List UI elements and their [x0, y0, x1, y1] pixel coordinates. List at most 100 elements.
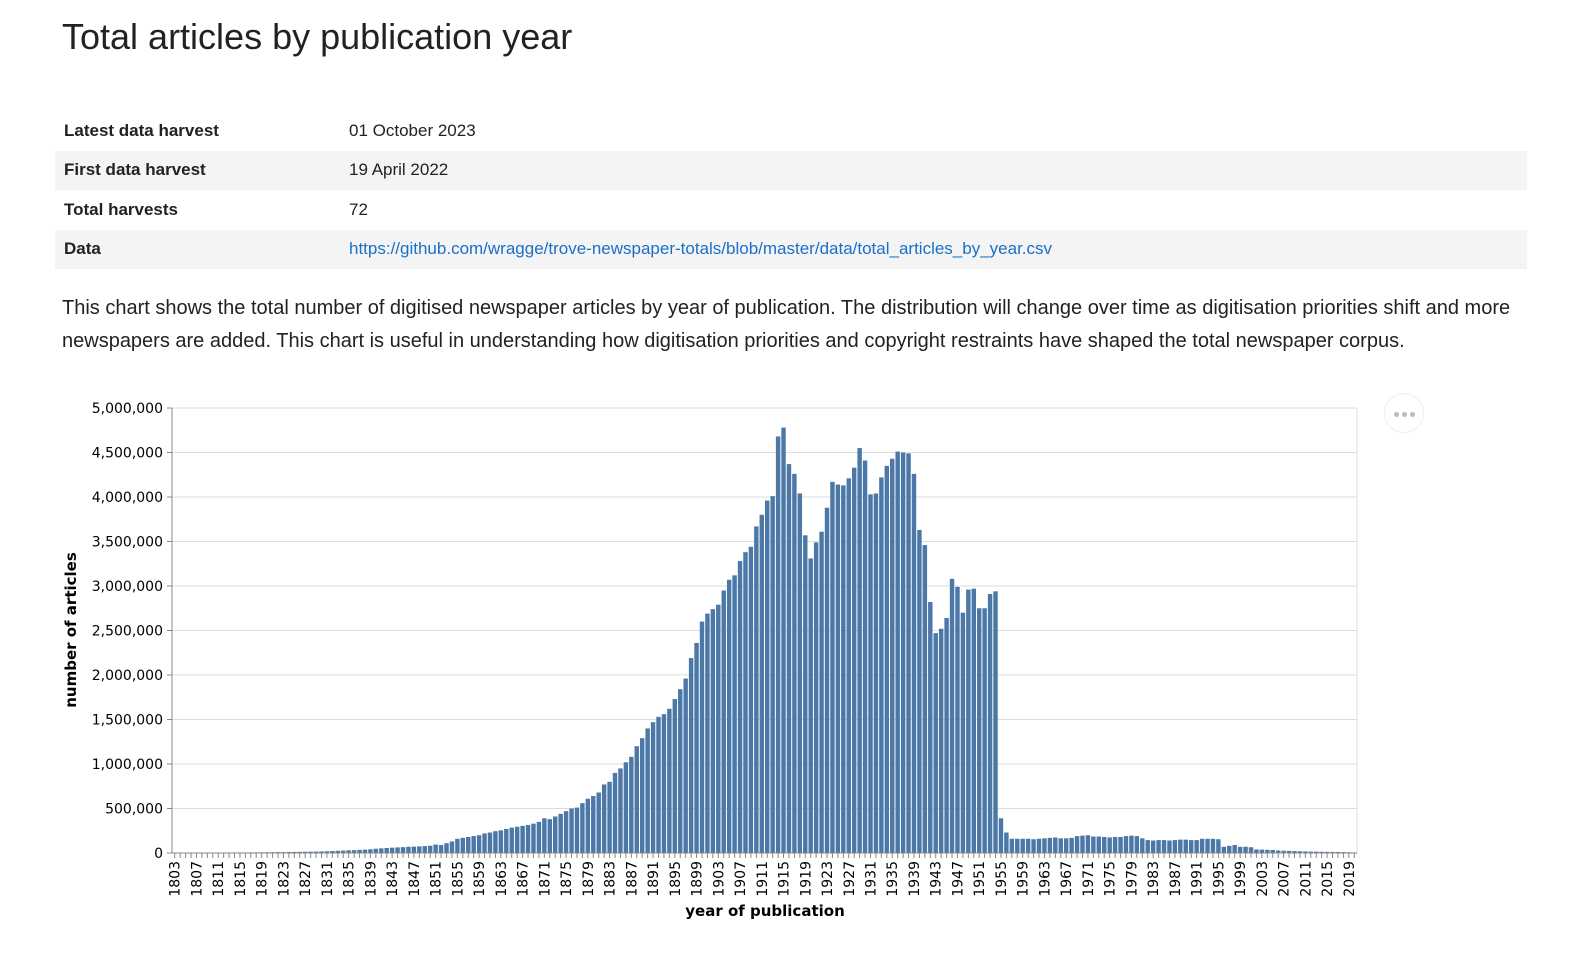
bar — [368, 849, 373, 853]
row-value: https://github.com/wragge/trove-newspape… — [340, 229, 1527, 269]
row-value: 01 October 2023 — [349, 120, 476, 140]
y-tick-label: 500,000 — [105, 802, 163, 818]
row-label: Total harvests — [64, 199, 179, 219]
x-tick-label: 1983 — [1146, 861, 1162, 897]
data-link[interactable]: https://github.com/wragge/trove-newspape… — [349, 239, 1053, 259]
bar — [466, 836, 471, 853]
bar — [1107, 837, 1112, 853]
row-label: Data — [55, 229, 340, 269]
bar — [1140, 838, 1145, 853]
x-tick-label: 1999 — [1233, 861, 1249, 897]
bar — [949, 578, 955, 853]
bar — [297, 851, 302, 853]
bar — [553, 816, 558, 853]
bar — [1085, 835, 1091, 853]
bar — [1074, 836, 1080, 853]
bar — [330, 851, 335, 853]
bar — [688, 658, 694, 853]
bar — [427, 845, 433, 853]
bar — [476, 835, 482, 853]
bar — [1292, 851, 1297, 853]
x-tick-label: 1859 — [472, 861, 488, 897]
bar — [373, 848, 379, 853]
bar — [667, 708, 672, 853]
x-tick-label: 1911 — [755, 861, 771, 897]
bar — [895, 451, 900, 853]
bar — [1069, 837, 1074, 853]
bar — [1281, 850, 1286, 853]
row-label: Latest data harvest — [64, 120, 219, 140]
x-tick-label: 1923 — [820, 861, 836, 897]
bar — [1123, 836, 1129, 853]
bar — [324, 851, 330, 853]
x-tick-label: 1827 — [298, 861, 314, 897]
bar — [623, 762, 629, 853]
bar — [982, 608, 987, 853]
bar — [1036, 838, 1042, 853]
bar — [379, 848, 384, 853]
y-tick-label: 2,500,000 — [92, 624, 163, 640]
bar — [699, 621, 705, 853]
bar — [487, 832, 493, 853]
bar — [754, 526, 759, 853]
bar — [775, 436, 781, 853]
bar — [813, 542, 819, 853]
bar — [400, 847, 406, 853]
bar — [618, 768, 623, 853]
dot — [1394, 412, 1399, 417]
chart-actions-button[interactable] — [1384, 393, 1424, 433]
x-tick-label: 1991 — [1190, 861, 1206, 897]
bar — [656, 716, 661, 853]
bar — [346, 850, 351, 853]
bar — [1145, 840, 1150, 853]
bar — [574, 807, 580, 853]
x-tick-label: 1839 — [363, 861, 379, 897]
bar — [971, 588, 976, 853]
bar — [629, 756, 634, 853]
bar — [928, 602, 933, 853]
x-tick-label: 1959 — [1016, 861, 1032, 897]
bar — [726, 579, 732, 853]
bar — [938, 628, 944, 853]
bar — [906, 453, 911, 853]
bar — [411, 846, 417, 853]
bar — [944, 618, 949, 853]
bar — [460, 837, 466, 853]
bar — [1004, 832, 1009, 853]
bar — [705, 613, 710, 853]
bar — [1205, 838, 1210, 853]
bar — [438, 844, 444, 853]
x-tick-label: 1995 — [1211, 861, 1227, 897]
bar — [449, 841, 455, 853]
bar — [917, 529, 922, 853]
bar — [672, 699, 678, 853]
bar — [976, 608, 982, 853]
bar — [493, 831, 498, 853]
bar — [531, 823, 536, 853]
bar — [1308, 851, 1314, 853]
y-tick-label: 0 — [154, 846, 163, 862]
bar — [1259, 849, 1265, 853]
bar — [341, 850, 346, 853]
bar — [351, 850, 357, 853]
bar — [955, 586, 960, 853]
x-tick-label: 1811 — [211, 861, 227, 897]
x-tick-label: 1867 — [516, 861, 532, 897]
bar — [601, 784, 607, 853]
x-tick-label: 1971 — [1081, 861, 1097, 897]
x-tick-label: 1875 — [559, 861, 575, 897]
bar — [1150, 840, 1156, 853]
bar — [1314, 851, 1319, 853]
bar — [1330, 851, 1335, 853]
x-tick-label: 1815 — [233, 861, 249, 897]
bar — [417, 846, 422, 853]
bar — [797, 493, 803, 853]
bar — [765, 500, 770, 853]
x-tick-label: 1843 — [385, 861, 401, 897]
bar — [1096, 836, 1102, 853]
bar — [808, 558, 813, 853]
bar — [1031, 839, 1036, 853]
bar — [862, 460, 868, 853]
bar — [1156, 840, 1161, 853]
x-axis-title: year of publication — [685, 902, 845, 920]
